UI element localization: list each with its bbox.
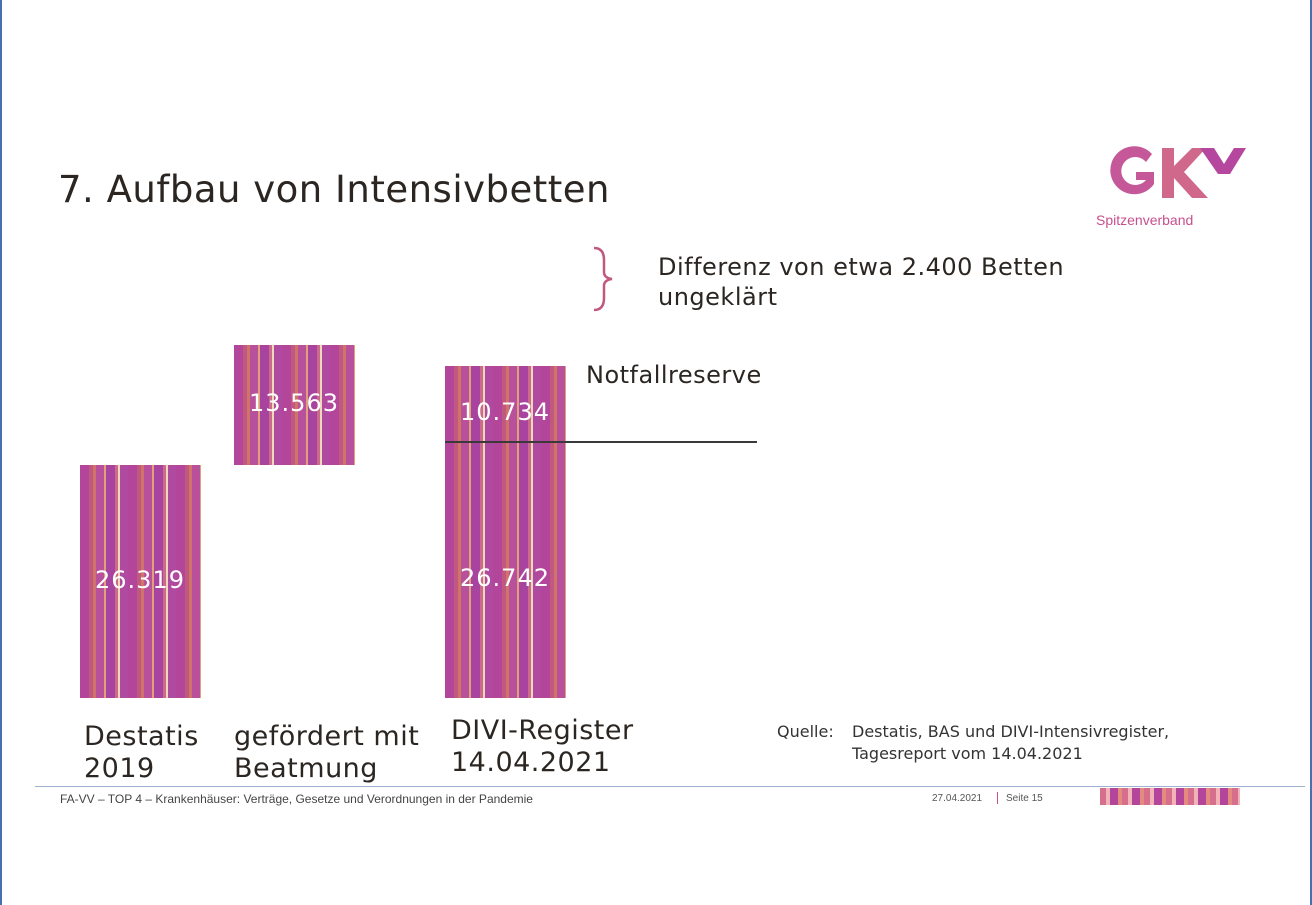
bar-value-label-gefoerdert-beatmung: 13.563 [249, 388, 339, 417]
page-border-right [1310, 0, 1312, 905]
category-label-line: 2019 [84, 753, 155, 784]
bar-destatis-2019 [80, 465, 201, 698]
source-line-2: Tagesreport vom 14.04.2021 [852, 744, 1083, 763]
difference-annotation-line2: ungeklärt [658, 283, 778, 311]
category-label-2: gefördert mit Beatmung [234, 721, 419, 785]
bar-notfallreserve [445, 366, 566, 462]
footer-separator [997, 792, 998, 804]
source-label: Quelle: [777, 722, 834, 741]
notfallreserve-annotation: Notfallreserve [586, 361, 762, 389]
bar-divi-register [445, 461, 566, 698]
notfallreserve-divider [445, 441, 757, 443]
bar-gefoerdert-beatmung [234, 344, 355, 465]
page-border-left [0, 0, 2, 905]
category-label-line: gefördert mit [234, 721, 420, 752]
bar-value-label-notfallreserve: 10.734 [460, 397, 550, 426]
category-label-line: Destatis [84, 721, 199, 752]
category-label-line: 14.04.2021 [451, 747, 611, 778]
difference-brace [593, 246, 613, 312]
difference-annotation-line1: Differenz von etwa 2.400 Betten [658, 253, 1065, 281]
gkv-logo: Spitzenverband [1096, 140, 1246, 235]
logo-subtitle: Spitzenverband [1096, 212, 1194, 228]
footer-brand-stripe [1100, 788, 1240, 805]
footer-date: 27.04.2021 [932, 793, 983, 804]
slide-title: 7. Aufbau von Intensivbetten [58, 168, 610, 211]
footer-rule [35, 786, 1305, 787]
footer-text: FA-VV – TOP 4 – Krankenhäuser: Verträge,… [60, 792, 533, 806]
category-label-line: DIVI-Register [451, 715, 634, 746]
footer-page-number: Seite 15 [1006, 793, 1043, 804]
bar-value-label-destatis-2019: 26.319 [95, 565, 185, 594]
bar-value-label-divi-register: 26.742 [460, 563, 550, 592]
source-line-1: Destatis, BAS und DIVI-Intensivregister, [852, 722, 1170, 741]
gkv-logo-mark [1110, 146, 1246, 198]
category-label-line: Beatmung [234, 753, 378, 784]
category-label-3: DIVI-Register 14.04.2021 [451, 715, 634, 779]
category-label-1: Destatis 2019 [84, 721, 199, 785]
